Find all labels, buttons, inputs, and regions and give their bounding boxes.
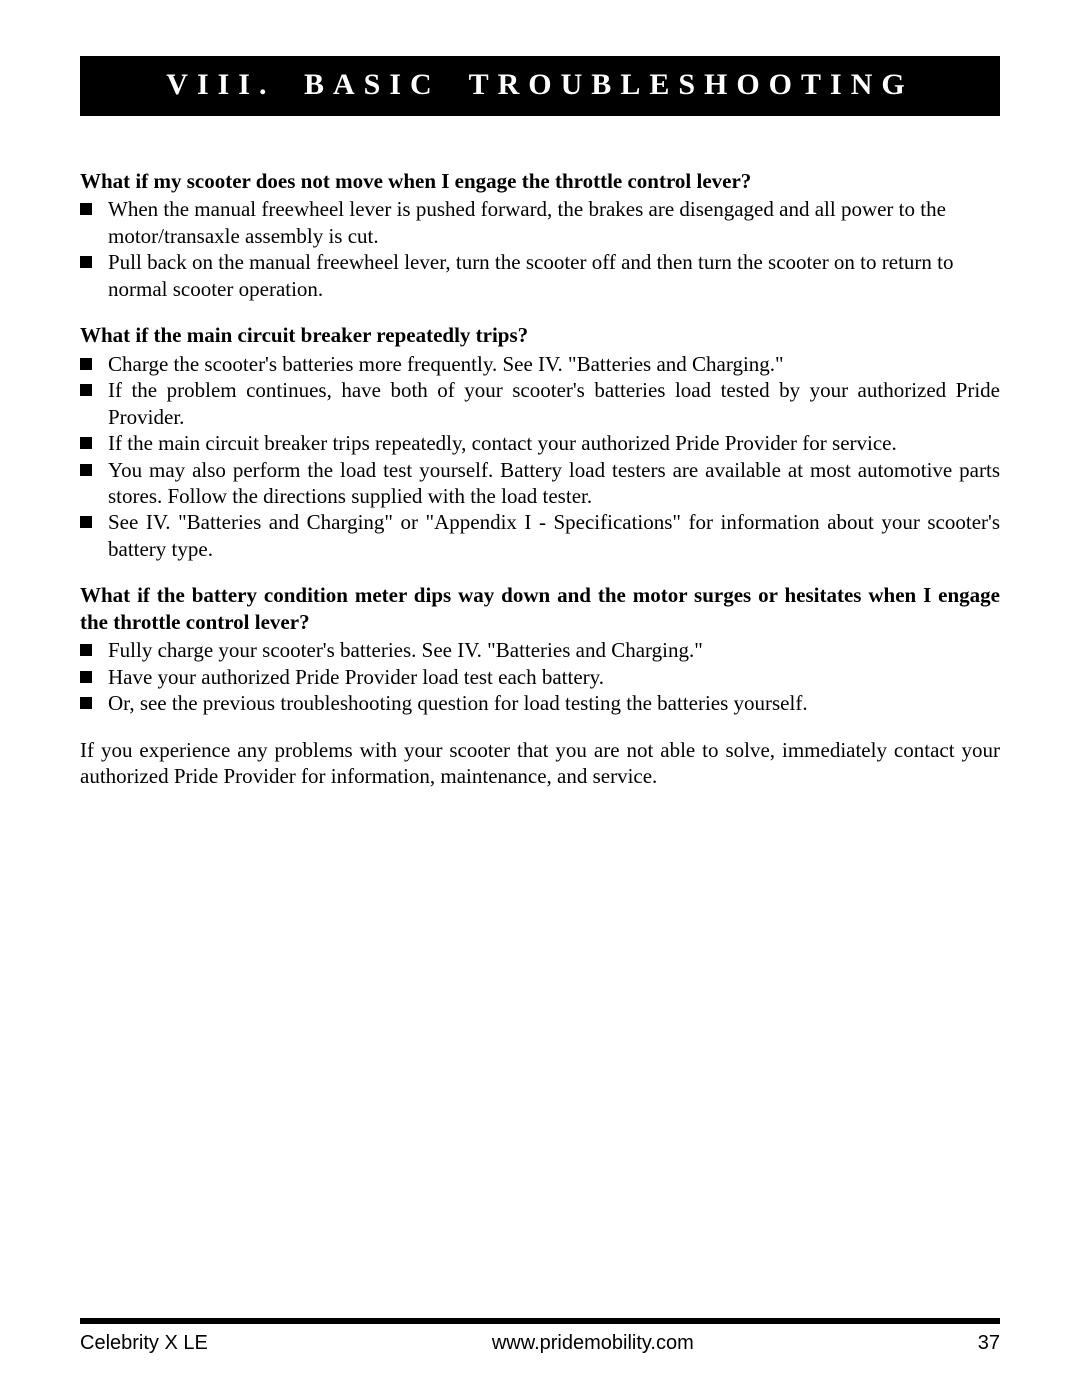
footer-page-number: 37 [978, 1332, 1000, 1355]
footer-product-name: Celebrity X LE [80, 1332, 208, 1355]
troubleshooting-section: What if the battery condition meter dips… [80, 582, 1000, 716]
footer-row: Celebrity X LE www.pridemobility.com 37 [80, 1332, 1000, 1355]
troubleshooting-section: What if the main circuit breaker repeate… [80, 322, 1000, 562]
troubleshooting-section: What if my scooter does not move when I … [80, 168, 1000, 302]
answer-item: You may also perform the load test yours… [80, 457, 1000, 510]
answer-item: When the manual freewheel lever is pushe… [80, 196, 1000, 249]
answer-item: If the main circuit breaker trips repeat… [80, 430, 1000, 456]
answer-item: Have your authorized Pride Provider load… [80, 664, 1000, 690]
answer-item: See IV. "Batteries and Charging" or "App… [80, 509, 1000, 562]
answer-item: Charge the scooter's batteries more freq… [80, 351, 1000, 377]
answer-item: If the problem continues, have both of y… [80, 377, 1000, 430]
answer-item: Or, see the previous troubleshooting que… [80, 690, 1000, 716]
question-heading: What if the battery condition meter dips… [80, 582, 1000, 635]
footer-rule [80, 1318, 1000, 1324]
page: VIII. BASIC TROUBLESHOOTING What if my s… [0, 0, 1080, 1397]
content-area: What if my scooter does not move when I … [80, 168, 1000, 790]
footer-url: www.pridemobility.com [492, 1332, 694, 1355]
question-heading: What if the main circuit breaker repeate… [80, 322, 1000, 348]
section-header-title: VIII. BASIC TROUBLESHOOTING [166, 68, 913, 101]
answer-item: Fully charge your scooter's batteries. S… [80, 637, 1000, 663]
question-heading: What if my scooter does not move when I … [80, 168, 1000, 194]
answer-list: When the manual freewheel lever is pushe… [80, 196, 1000, 302]
page-footer: Celebrity X LE www.pridemobility.com 37 [80, 1318, 1000, 1355]
answer-list: Charge the scooter's batteries more freq… [80, 351, 1000, 563]
answer-list: Fully charge your scooter's batteries. S… [80, 637, 1000, 716]
closing-paragraph: If you experience any problems with your… [80, 737, 1000, 790]
section-header-bar: VIII. BASIC TROUBLESHOOTING [80, 56, 1000, 116]
answer-item: Pull back on the manual freewheel lever,… [80, 249, 1000, 302]
